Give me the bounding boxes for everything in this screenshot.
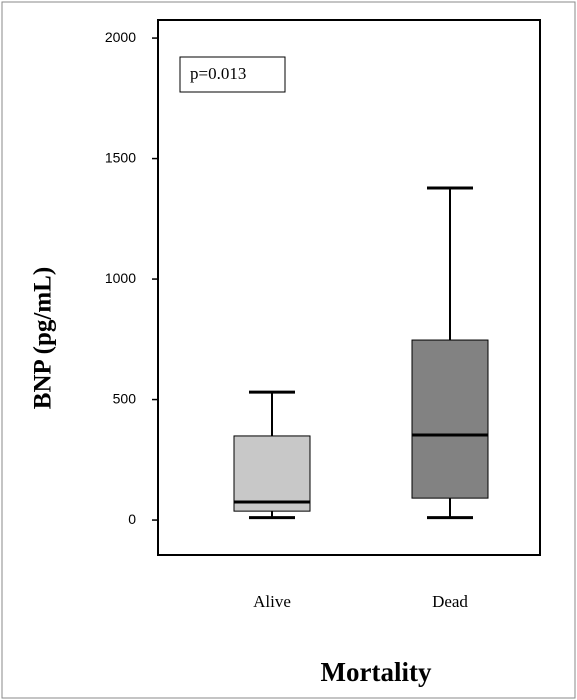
box xyxy=(233,435,311,512)
x-tick-label: Alive xyxy=(253,592,291,611)
y-tick-label: 1000 xyxy=(105,270,136,286)
plot-frame xyxy=(157,19,541,556)
annotation: p=0.013 xyxy=(190,64,246,83)
y-tick-label: 500 xyxy=(113,390,137,406)
y-axis-label: BNP (pg/mL) xyxy=(30,267,57,409)
x-tick-label: Dead xyxy=(432,592,468,611)
y-tick-label: 2000 xyxy=(105,29,136,45)
y-tick-label: 1500 xyxy=(105,149,136,165)
y-tick-label: 0 xyxy=(128,511,136,527)
annotation-box xyxy=(179,56,286,93)
box xyxy=(411,339,489,499)
x-axis-label: Mortality xyxy=(321,657,432,687)
